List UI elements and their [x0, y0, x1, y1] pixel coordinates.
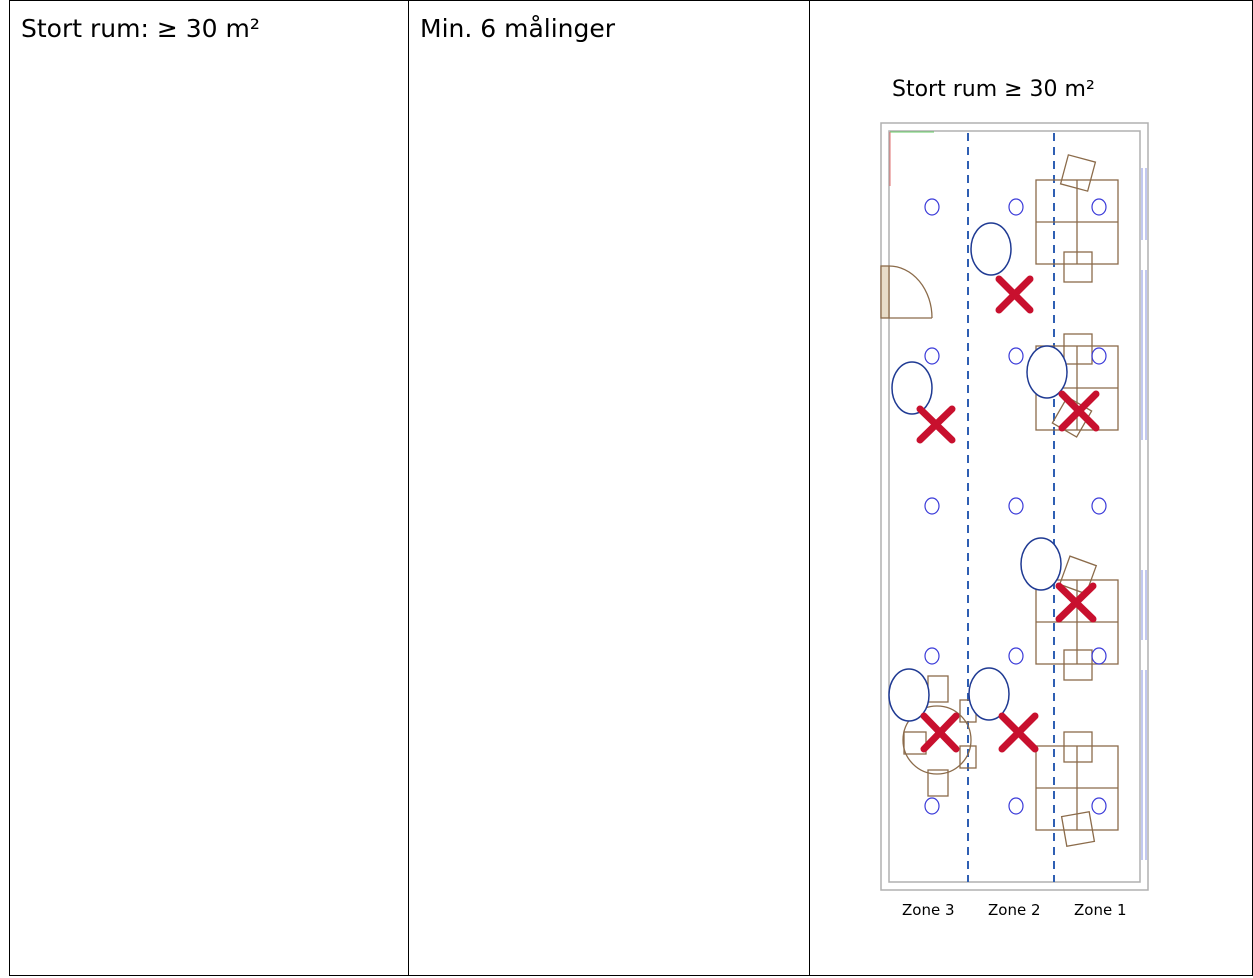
measurement-point-icon: [968, 667, 1010, 721]
light-icon: [1091, 647, 1107, 665]
cross-icon: [1058, 390, 1100, 432]
measurements-text: Min. 6 målinger: [420, 14, 616, 43]
cross-icon: [998, 712, 1039, 753]
light-icon: [1008, 198, 1024, 216]
light-icon: [924, 347, 940, 365]
light-icon: [1008, 347, 1024, 365]
light-icon: [1008, 497, 1024, 515]
chair: [1058, 555, 1098, 595]
measurement-point-icon: [1026, 345, 1068, 399]
windows: [1141, 168, 1147, 860]
furniture: [902, 154, 1119, 847]
chair: [927, 769, 949, 797]
light-icon: [1091, 347, 1107, 365]
room-size-text: Stort rum: ≥ 30 m²: [21, 14, 260, 43]
round-table: [902, 705, 972, 775]
door-leaf: [880, 265, 890, 319]
zone-label-1: Zone 1: [1074, 901, 1127, 919]
desk-group: [1035, 555, 1119, 681]
light-icon: [924, 797, 940, 815]
chair: [927, 675, 949, 703]
chair: [1063, 333, 1093, 365]
chair: [1060, 811, 1096, 847]
light-icon: [1008, 797, 1024, 815]
axis-marker: [889, 131, 934, 186]
light-icon: [924, 198, 940, 216]
outer-wall: [880, 122, 1149, 891]
door-swing: [888, 265, 933, 319]
desk-group: [1035, 731, 1119, 847]
floorplan-title: Stort rum ≥ 30 m²: [892, 77, 1095, 102]
light-icon: [1091, 198, 1107, 216]
measurement-crosses: [916, 275, 1100, 753]
light-icon: [1008, 647, 1024, 665]
zone-label-2: Zone 2: [988, 901, 1041, 919]
cross-icon: [916, 405, 956, 444]
measurement-point-icon: [888, 668, 930, 722]
measurement-circles: [888, 222, 1068, 722]
zone-label-3: Zone 3: [902, 901, 955, 919]
chair: [1063, 731, 1093, 763]
door: [880, 265, 933, 319]
light-icon: [924, 647, 940, 665]
chair: [1059, 154, 1097, 192]
desk-group: [1035, 154, 1119, 283]
cross-icon: [995, 275, 1034, 314]
light-icon: [1091, 497, 1107, 515]
measurement-point-icon: [1020, 537, 1062, 591]
measurement-point-icon: [891, 361, 933, 415]
chair: [959, 745, 977, 769]
chair: [1063, 649, 1093, 681]
cross-icon: [1055, 582, 1097, 623]
chair: [1063, 251, 1093, 283]
ceiling-lights: [924, 198, 1107, 815]
inner-wall: [888, 130, 1141, 883]
room-walls: [880, 122, 1149, 891]
light-icon: [1091, 797, 1107, 815]
table-cell-room-size: Stort rum: ≥ 30 m²: [9, 0, 408, 976]
cross-icon: [920, 712, 960, 753]
table-cell-measurements: Min. 6 målinger: [408, 0, 809, 976]
measurement-point-icon: [970, 222, 1012, 276]
light-icon: [924, 497, 940, 515]
